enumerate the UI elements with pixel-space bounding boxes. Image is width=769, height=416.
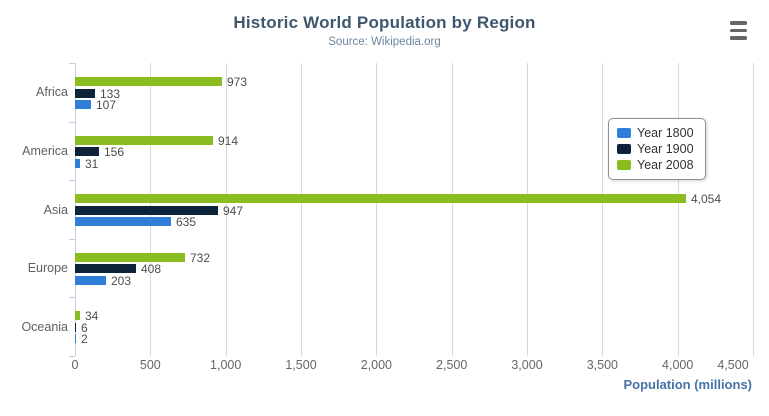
category-label: Asia: [43, 202, 68, 217]
category-label: Oceania: [21, 319, 68, 334]
bar[interactable]: [75, 264, 136, 274]
bar-value-label: 133: [100, 86, 121, 101]
category-axis-tick: [69, 297, 75, 299]
bar[interactable]: [75, 311, 80, 321]
x-axis-tick-label: 3,000: [511, 358, 543, 372]
category-axis-tick: [69, 356, 75, 357]
bar-value-label: 34: [85, 309, 99, 324]
legend-swatch-icon: [617, 128, 631, 138]
legend-item[interactable]: Year 1900: [617, 141, 694, 157]
x-axis-tick-label: 2,000: [360, 358, 392, 372]
category-axis-tick: [69, 121, 75, 123]
grid-line: [301, 63, 302, 356]
bar-value-label: 973: [227, 75, 248, 89]
grid-line: [753, 63, 754, 356]
bar[interactable]: [75, 217, 171, 227]
bar-value-label: 408: [141, 262, 162, 277]
legend-item[interactable]: Year 2008: [617, 157, 694, 173]
bar-value-label: 947: [223, 203, 244, 218]
category-label: America: [22, 143, 68, 158]
bar-value-label: 31: [85, 156, 99, 171]
bar[interactable]: [75, 275, 106, 285]
category-label: Africa: [36, 85, 68, 100]
bar[interactable]: [75, 100, 91, 109]
category-axis-tick: [69, 180, 75, 182]
grid-line: [527, 63, 528, 356]
bar-value-label: 732: [190, 250, 211, 265]
bar[interactable]: [75, 322, 76, 332]
chart-title: Historic World Population by Region: [233, 13, 536, 32]
x-axis-tick-label: 0: [71, 358, 79, 372]
grid-line: [451, 63, 453, 356]
bar-value-label: 635: [176, 215, 197, 230]
bar[interactable]: [75, 135, 213, 145]
bar[interactable]: [75, 77, 222, 86]
grid-line: [376, 63, 378, 356]
hamburger-menu-icon: [730, 21, 750, 40]
category-axis-tick: [69, 238, 75, 240]
legend-label: Year 1800: [637, 126, 694, 140]
bar[interactable]: [75, 158, 80, 168]
x-axis-tick-label: 3,500: [586, 358, 618, 372]
legend-swatch-icon: [617, 160, 631, 170]
x-axis-tick-label: 2,500: [436, 358, 468, 372]
x-axis-tick-label: 4,000: [662, 358, 694, 372]
bar-value-label: 2: [81, 332, 88, 347]
x-axis-tick-label: 4,500: [717, 358, 749, 372]
legend-label: Year 2008: [637, 158, 694, 172]
legend-label: Year 1900: [637, 142, 694, 156]
bar[interactable]: [75, 334, 76, 344]
chart-subtitle: Source: Wikipedia.org: [328, 36, 441, 48]
bar[interactable]: [75, 205, 218, 215]
bar[interactable]: [75, 194, 686, 204]
legend-item[interactable]: Year 1800: [617, 125, 694, 141]
grid-line: [677, 63, 679, 356]
legend-box: Year 1800 Year 1900 Year 2008: [608, 118, 706, 180]
export-menu-button[interactable]: [729, 20, 751, 42]
bar[interactable]: [75, 88, 95, 98]
legend-swatch-icon: [617, 144, 631, 154]
x-axis-tick-label: 1,000: [210, 358, 242, 372]
grid-line: [225, 63, 227, 356]
bar-value-label: 107: [96, 98, 117, 112]
x-axis-title: Population (millions): [623, 377, 752, 392]
category-axis-tick: [69, 63, 75, 64]
bar[interactable]: [75, 252, 185, 262]
bar-value-label: 203: [111, 273, 132, 288]
category-label: Europe: [27, 261, 68, 276]
bar-value-label: 4,054: [691, 192, 722, 207]
bar-value-label: 914: [218, 133, 239, 148]
bar-value-label: 6: [81, 320, 88, 335]
grid-line: [602, 63, 604, 356]
bar-value-label: 156: [104, 145, 125, 160]
bar[interactable]: [75, 147, 99, 157]
x-axis-tick-label: 1,500: [285, 358, 317, 372]
x-axis-tick-label: 500: [139, 358, 161, 372]
